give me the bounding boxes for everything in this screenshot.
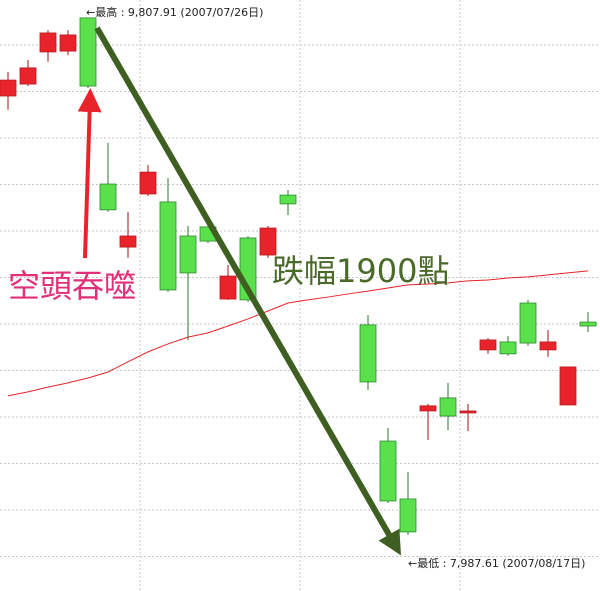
candle-body <box>19 67 37 85</box>
candle-body <box>499 341 517 355</box>
candle-body <box>519 302 537 344</box>
drop-label: 跌幅1900點 <box>272 252 449 290</box>
low-label: ←最低 : 7,987.61 (2007/08/17日) <box>408 557 585 570</box>
annotation-arrow <box>94 26 401 556</box>
candle-body <box>79 17 97 87</box>
candle-body <box>579 321 597 327</box>
candle-body <box>0 79 17 97</box>
candle-body <box>279 194 297 205</box>
candle-body <box>179 235 197 274</box>
candle-body <box>99 183 117 211</box>
candle-body <box>379 440 397 502</box>
candle-body <box>159 201 177 291</box>
moving-average <box>7 270 589 397</box>
candle-body <box>559 366 577 406</box>
candle-body <box>459 410 477 414</box>
candle-body <box>539 341 557 351</box>
candle-body <box>439 397 457 417</box>
pattern-label: 空頭吞噬 <box>8 267 136 305</box>
high-label: ←最高 : 9,807.91 (2007/07/26日) <box>86 5 263 19</box>
candle-body <box>419 405 437 412</box>
candle-body <box>139 171 157 195</box>
candle-body <box>119 235 137 248</box>
annotation-arrow <box>77 88 102 259</box>
candle-body <box>219 275 237 300</box>
candle-body <box>359 324 377 383</box>
plot <box>0 17 597 535</box>
candle-body <box>259 227 277 256</box>
candle-body <box>399 498 417 533</box>
candle-body <box>59 34 77 52</box>
candle-body <box>39 32 57 53</box>
candle-body <box>479 339 497 351</box>
